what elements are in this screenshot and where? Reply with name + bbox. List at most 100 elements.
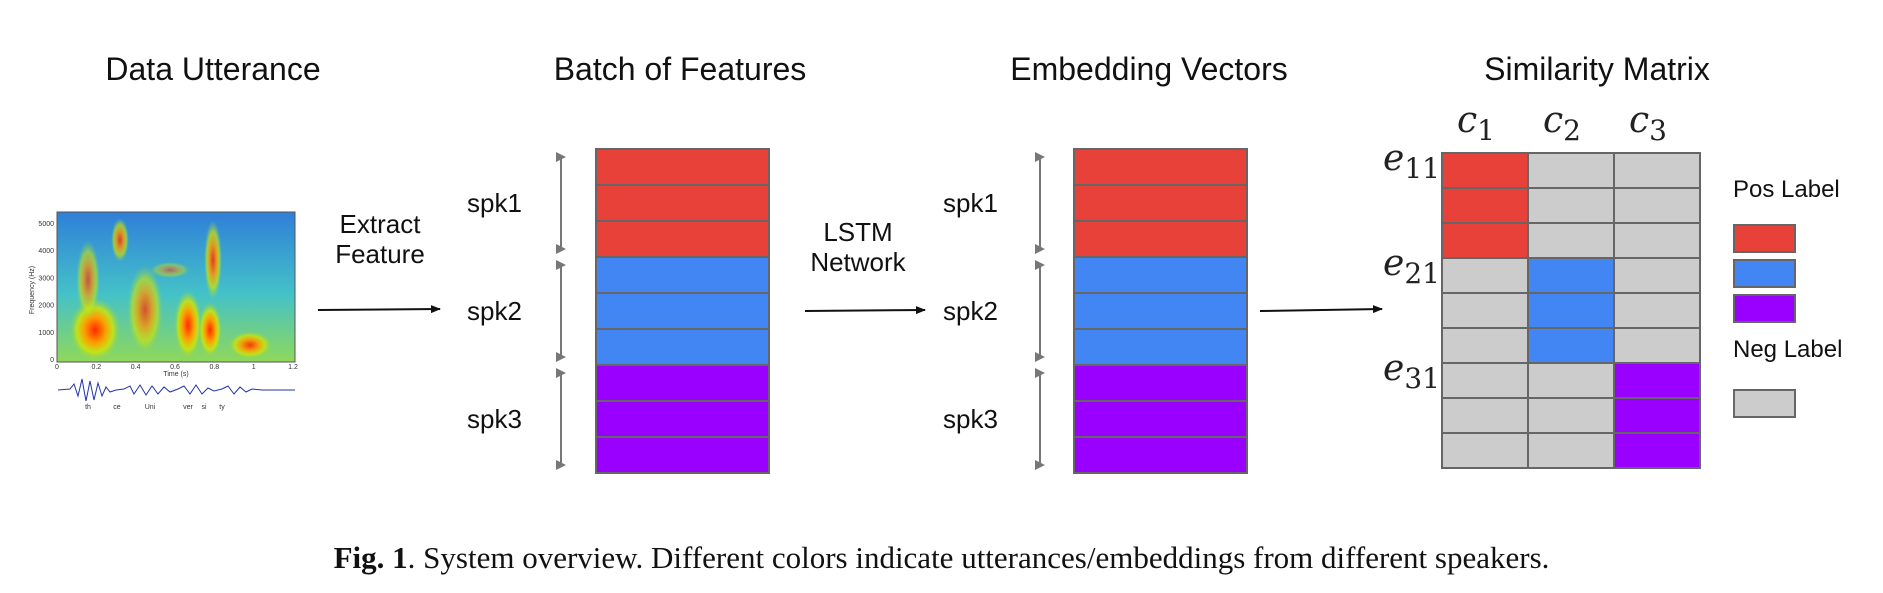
embedding-speaker-label-spk3: spk3: [943, 404, 998, 434]
matrix-cell-r4-c2: [1527, 257, 1615, 294]
spectrogram-x-tick: 0: [55, 364, 59, 371]
matrix-row-header-e11: e11: [1383, 138, 1440, 185]
feature-speaker-label-spk2: spk2: [467, 296, 522, 326]
embedding-speaker-label-spk1: spk1: [943, 188, 998, 218]
embedding-speaker-label-spk2: spk2: [943, 296, 998, 326]
matrix-row-headers: e11 e21 e31: [1383, 138, 1440, 395]
spectrogram-y-tick: 4000: [38, 248, 54, 255]
embedding-speaker-brackets: spk1 spk2 spk3: [943, 152, 1045, 470]
embedding-row-spk3-3: [1073, 436, 1248, 474]
matrix-cell-r1-c2: [1527, 152, 1615, 189]
figure-caption: Fig. 1. System overview. Different color…: [0, 540, 1883, 576]
heading-embedding-vectors: Embedding Vectors: [1010, 51, 1288, 87]
spectrogram-phoneme: ty: [219, 404, 225, 411]
embedding-row-spk2-1: [1073, 256, 1248, 294]
batch-of-features-stack: [595, 148, 770, 474]
heading-data-utterance: Data Utterance: [105, 51, 320, 87]
similarity-arrow: [1259, 305, 1383, 314]
feature-speaker-label-spk1: spk1: [467, 188, 522, 218]
matrix-cell-r5-c2: [1527, 292, 1615, 329]
matrix-cell-r4-c3: [1613, 257, 1701, 294]
heading-batch-of-features: Batch of Features: [554, 51, 807, 87]
spectrogram-x-tick: 0.8: [209, 364, 219, 371]
legend-swatch-spk3: [1733, 294, 1796, 323]
legend-swatch-spk2: [1733, 259, 1796, 288]
matrix-cell-r8-c1: [1441, 397, 1529, 434]
matrix-col-header-c2: c2: [1543, 100, 1581, 147]
lstm-network-arrow: [804, 306, 926, 315]
matrix-cell-r5-c3: [1613, 292, 1701, 329]
matrix-cell-r2-c3: [1613, 187, 1701, 224]
spectrogram-y-tick: 2000: [38, 303, 54, 310]
matrix-cell-r6-c1: [1441, 327, 1529, 364]
caption-label: Fig. 1: [333, 540, 408, 575]
spectrogram-energy: [69, 218, 272, 362]
spectrogram-y-tick: 0: [50, 357, 54, 364]
spectrogram-phoneme: si: [201, 404, 207, 411]
legend-swatch-spk1: [1733, 224, 1796, 253]
spectrogram-y-tick: 1000: [38, 330, 54, 337]
extract-feature-label-line1: Extract: [340, 209, 422, 239]
embedding-row-spk3-2: [1073, 400, 1248, 438]
spectrogram-y-tick: 5000: [38, 221, 54, 228]
embedding-row-spk2-3: [1073, 328, 1248, 366]
feature-speaker-label-spk3: spk3: [467, 404, 522, 434]
lstm-network-label-line2: Network: [810, 247, 906, 277]
feature-row-spk1-2: [595, 184, 770, 222]
spectrogram-phoneme: ver: [183, 404, 193, 411]
matrix-cell-r2-c1: [1441, 187, 1529, 224]
matrix-cell-r2-c2: [1527, 187, 1615, 224]
spectrogram-x-tick: 0.2: [91, 364, 101, 371]
matrix-row-header-e31: e31: [1383, 348, 1440, 395]
heading-similarity-matrix: Similarity Matrix: [1484, 51, 1710, 87]
spectrogram-y-ticks: 5000 4000 3000 2000 1000 0: [38, 221, 54, 364]
spectrogram-phoneme: Uni: [145, 404, 156, 411]
spectrogram-x-tick: 0.4: [131, 364, 141, 371]
embedding-row-spk1-3: [1073, 220, 1248, 258]
matrix-cell-r6-c2: [1527, 327, 1615, 364]
lstm-network-label-line1: LSTM: [823, 217, 892, 247]
matrix-cell-r7-c2: [1527, 362, 1615, 399]
embedding-vectors-stack: [1073, 148, 1248, 474]
batch-speaker-brackets: spk1 spk2 spk3: [467, 152, 566, 470]
feature-row-spk2-2: [595, 292, 770, 330]
matrix-cell-r7-c1: [1441, 362, 1529, 399]
matrix-cell-r3-c1: [1441, 222, 1529, 259]
embedding-row-spk1-1: [1073, 148, 1248, 186]
matrix-col-header-c3: c3: [1629, 100, 1667, 147]
caption-text: . System overview. Different colors indi…: [407, 540, 1550, 575]
matrix-cell-r7-c3: [1613, 362, 1701, 399]
matrix-cell-r9-c2: [1527, 432, 1615, 469]
matrix-cell-r8-c2: [1527, 397, 1615, 434]
spectrogram-x-axis-label: Time (s): [163, 371, 188, 378]
feature-row-spk3-3: [595, 436, 770, 474]
waveform: [57, 378, 295, 402]
matrix-cell-r8-c3: [1613, 397, 1701, 434]
embedding-row-spk3-1: [1073, 364, 1248, 402]
spectrogram-y-tick: 3000: [38, 275, 54, 282]
spectrogram-x-tick: 1: [252, 364, 256, 371]
spectrogram-y-axis-label: Frequency (Hz): [29, 266, 36, 314]
matrix-cell-r3-c3: [1613, 222, 1701, 259]
embedding-row-spk2-2: [1073, 292, 1248, 330]
matrix-row-header-e21: e21: [1383, 243, 1440, 290]
feature-row-spk3-1: [595, 364, 770, 402]
extract-feature-arrow: [317, 305, 441, 314]
embedding-row-spk1-2: [1073, 184, 1248, 222]
spectrogram-phoneme: ce: [113, 404, 121, 411]
matrix-cell-r4-c1: [1441, 257, 1529, 294]
feature-row-spk2-1: [595, 256, 770, 294]
matrix-cell-r1-c3: [1613, 152, 1701, 189]
spectrogram-x-tick: 1.2: [288, 364, 298, 371]
feature-row-spk1-3: [595, 220, 770, 258]
matrix-column-headers: c1 c2 c3: [1457, 100, 1667, 147]
legend-neg-label: Neg Label: [1733, 336, 1842, 363]
legend: Pos Label Neg Label: [1733, 176, 1842, 418]
feature-row-spk3-2: [595, 400, 770, 438]
matrix-cell-r1-c1: [1441, 152, 1529, 189]
spectrogram-x-ticks: 0 0.2 0.4 0.6 0.8 1 1.2: [55, 364, 298, 371]
matrix-cell-r3-c2: [1527, 222, 1615, 259]
matrix-cell-r5-c1: [1441, 292, 1529, 329]
